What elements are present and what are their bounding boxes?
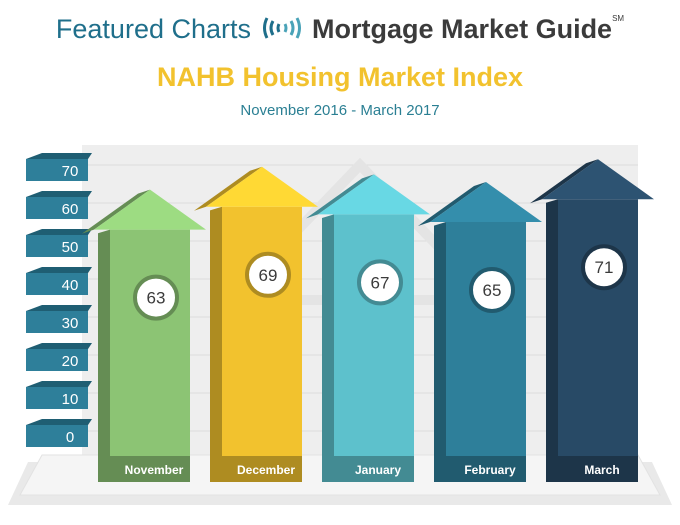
x-tick-label: January [355, 463, 401, 477]
x-tick-label: November [125, 463, 184, 477]
y-tick-tag: 30 [26, 305, 92, 333]
chart-subtitle: November 2016 - March 2017 [240, 102, 440, 119]
x-tick-label: February [464, 463, 516, 477]
bar-arrow-head-side [306, 174, 374, 219]
x-tick-label: December [237, 463, 295, 477]
bar-series: November 63 December 69 January 67 February 65 M… [82, 159, 654, 483]
bar-arrow-head-side [194, 166, 262, 211]
header-trademark: SM [612, 14, 625, 23]
y-tick-tag: 0 [26, 419, 92, 447]
chart-title: NAHB Housing Market Index [156, 62, 524, 92]
category-band [110, 456, 190, 482]
y-tick-label: 30 [62, 315, 79, 332]
y-tick-label: 70 [62, 163, 79, 180]
bar-arrow-head-side [82, 189, 150, 234]
data-label: 63 [147, 289, 166, 308]
bar-arrow-head [318, 174, 430, 215]
bar-arrow-body [222, 206, 302, 483]
bar-arrow: February 65 [418, 182, 542, 482]
bar-arrow-head-side [418, 182, 486, 226]
category-band [558, 456, 638, 482]
bar-arrow-head [94, 189, 206, 230]
header-banner: Featured Charts Mortgage Market GuideSM [0, 14, 680, 45]
bar-arrow-side [546, 199, 558, 482]
y-tick-label: 50 [62, 239, 79, 256]
signal-waves-icon [262, 17, 301, 39]
y-tick-tag: 60 [26, 191, 92, 219]
y-tick-tag: 20 [26, 343, 92, 371]
data-label: 69 [259, 266, 278, 285]
bar-arrow-side [98, 229, 110, 482]
bar-arrow-side [322, 214, 334, 482]
bar-arrow-head-side [530, 159, 598, 204]
y-tick-label: 20 [62, 353, 79, 370]
category-band [446, 456, 526, 482]
bar-arrow-body [446, 222, 526, 482]
y-tick-label: 10 [62, 391, 79, 408]
x-tick-label: March [584, 463, 619, 477]
value-badge [581, 244, 627, 291]
bar-arrow: November 63 [82, 189, 206, 482]
category-band [334, 456, 414, 482]
value-badge [245, 251, 291, 298]
y-axis: 70 60 50 40 30 20 10 0 [26, 153, 92, 447]
y-tick-label: 60 [62, 201, 79, 218]
value-badge [469, 267, 515, 313]
y-tick-label: 40 [62, 277, 79, 294]
y-tick-label: 0 [66, 429, 74, 446]
y-tick-tag: 10 [26, 381, 92, 409]
bar-arrow-side [210, 206, 222, 483]
header-prefix: Featured Charts [55, 14, 251, 44]
data-label: 65 [483, 281, 502, 300]
bar-arrow-side [434, 222, 446, 482]
bar-arrow-body [558, 199, 638, 482]
y-tick-tag: 70 [26, 153, 92, 181]
bar-arrow-body [334, 214, 414, 482]
data-label: 71 [595, 258, 614, 277]
bar-arrow-head [430, 182, 542, 222]
header-brand: Mortgage Market Guide [312, 14, 613, 44]
y-tick-tag: 40 [26, 267, 92, 295]
y-tick-tag: 50 [26, 229, 92, 257]
category-band [222, 456, 302, 482]
value-badge [133, 274, 179, 321]
bar-arrow-head [206, 166, 318, 207]
bar-arrow-body [110, 229, 190, 482]
bar-arrow-head [542, 159, 654, 200]
bar-arrow: December 69 [194, 166, 318, 483]
bar-arrow: January 67 [306, 174, 430, 482]
data-label: 67 [371, 273, 390, 292]
value-badge [357, 259, 403, 306]
bar-arrow: March 71 [530, 159, 654, 482]
